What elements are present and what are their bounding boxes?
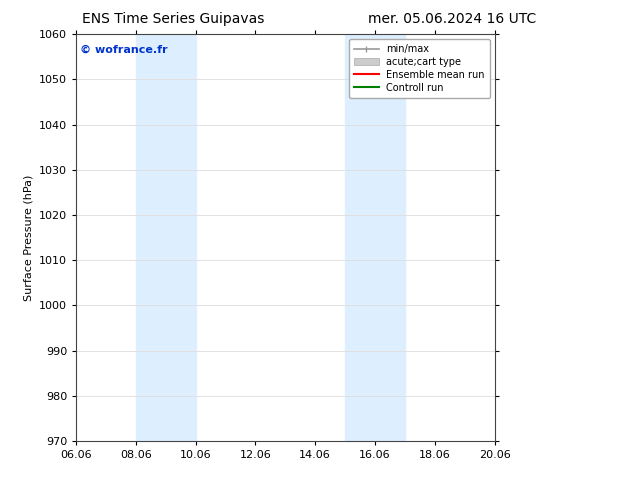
Y-axis label: Surface Pressure (hPa): Surface Pressure (hPa): [23, 174, 34, 301]
Bar: [136, 34, 196, 441]
Legend: min/max, acute;cart type, Ensemble mean run, Controll run: min/max, acute;cart type, Ensemble mean …: [349, 39, 489, 98]
Text: mer. 05.06.2024 16 UTC: mer. 05.06.2024 16 UTC: [368, 12, 536, 26]
Text: © wofrance.fr: © wofrance.fr: [81, 45, 168, 54]
Bar: [345, 34, 405, 441]
Text: ENS Time Series Guipavas: ENS Time Series Guipavas: [82, 12, 265, 26]
